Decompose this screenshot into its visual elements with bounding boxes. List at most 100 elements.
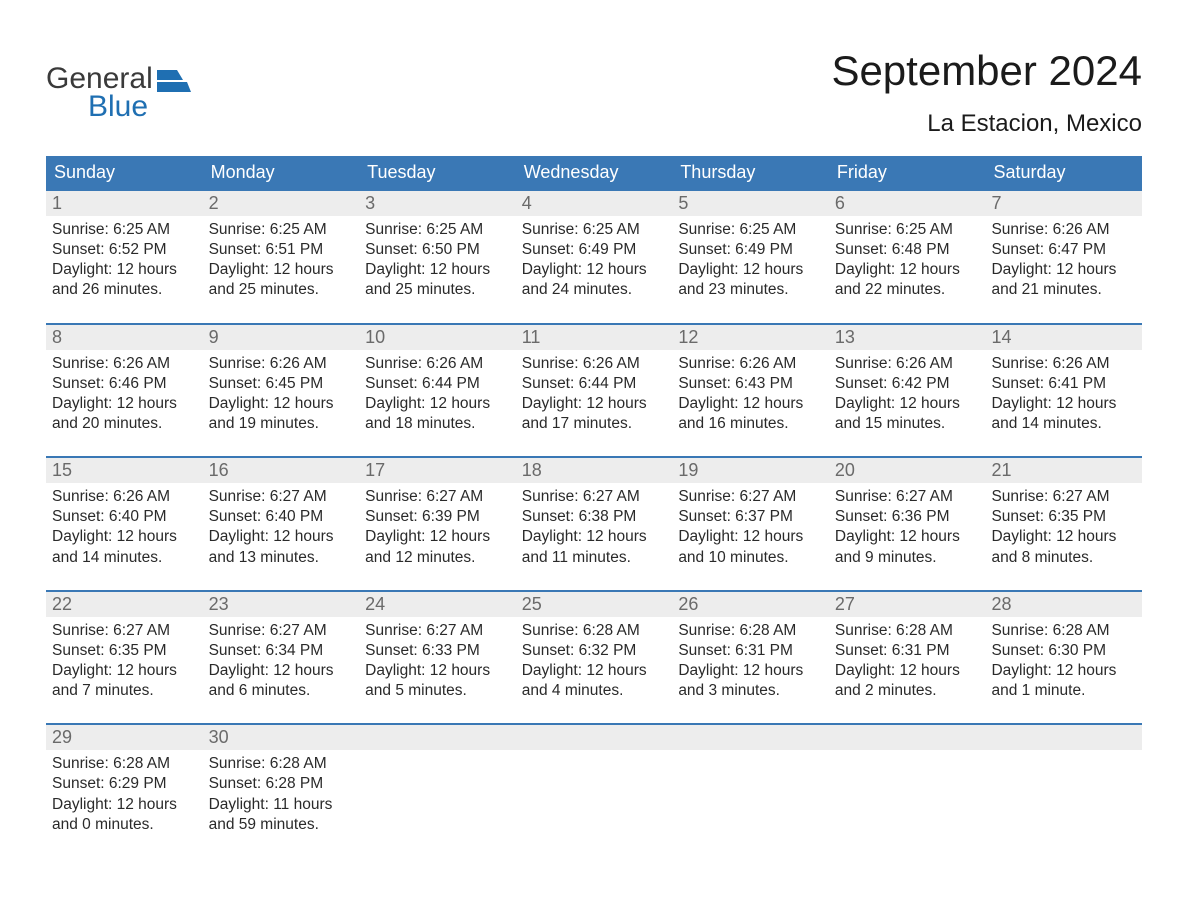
day-number: 14 (991, 327, 1011, 347)
day-sunset: Sunset: 6:50 PM (365, 240, 510, 260)
day-sunrise: Sunrise: 6:26 AM (209, 354, 354, 374)
calendar-week: 1Sunrise: 6:25 AMSunset: 6:52 PMDaylight… (46, 189, 1142, 309)
day-sunrise: Sunrise: 6:27 AM (365, 621, 510, 641)
day-sunset: Sunset: 6:37 PM (678, 507, 823, 527)
day-body: Sunrise: 6:28 AMSunset: 6:31 PMDaylight:… (829, 617, 986, 702)
day-sunset: Sunset: 6:31 PM (678, 641, 823, 661)
day-number: 15 (52, 460, 72, 480)
day-number-row (672, 725, 829, 750)
day-number-row: 4 (516, 191, 673, 216)
day-number-row: 23 (203, 592, 360, 617)
day-number: 25 (522, 594, 542, 614)
day-body: Sunrise: 6:28 AMSunset: 6:28 PMDaylight:… (203, 750, 360, 835)
day-number-row: 12 (672, 325, 829, 350)
calendar-day: 3Sunrise: 6:25 AMSunset: 6:50 PMDaylight… (359, 191, 516, 309)
day-number-row: 9 (203, 325, 360, 350)
day-d2: and 18 minutes. (365, 414, 510, 434)
day-number: 18 (522, 460, 542, 480)
day-sunset: Sunset: 6:48 PM (835, 240, 980, 260)
day-sunrise: Sunrise: 6:26 AM (52, 354, 197, 374)
day-d1: Daylight: 12 hours (52, 795, 197, 815)
location: La Estacion, Mexico (831, 110, 1142, 138)
calendar-day: 28Sunrise: 6:28 AMSunset: 6:30 PMDayligh… (985, 592, 1142, 710)
day-sunrise: Sunrise: 6:25 AM (209, 220, 354, 240)
day-sunrise: Sunrise: 6:26 AM (991, 220, 1136, 240)
day-d1: Daylight: 12 hours (678, 260, 823, 280)
day-sunrise: Sunrise: 6:26 AM (365, 354, 510, 374)
calendar-day: 13Sunrise: 6:26 AMSunset: 6:42 PMDayligh… (829, 325, 986, 443)
day-number: 7 (991, 193, 1001, 213)
day-d2: and 19 minutes. (209, 414, 354, 434)
day-number-row: 25 (516, 592, 673, 617)
day-body: Sunrise: 6:27 AMSunset: 6:38 PMDaylight:… (516, 483, 673, 568)
calendar-day (516, 725, 673, 843)
day-number: 4 (522, 193, 532, 213)
weekday-label: Sunday (46, 156, 203, 189)
day-body: Sunrise: 6:27 AMSunset: 6:39 PMDaylight:… (359, 483, 516, 568)
title-block: September 2024 La Estacion, Mexico (831, 50, 1142, 138)
weekday-label: Friday (829, 156, 986, 189)
day-number-row: 16 (203, 458, 360, 483)
day-number-row: 2 (203, 191, 360, 216)
calendar-day: 12Sunrise: 6:26 AMSunset: 6:43 PMDayligh… (672, 325, 829, 443)
calendar-day: 10Sunrise: 6:26 AMSunset: 6:44 PMDayligh… (359, 325, 516, 443)
day-number: 9 (209, 327, 219, 347)
calendar-day: 6Sunrise: 6:25 AMSunset: 6:48 PMDaylight… (829, 191, 986, 309)
day-sunrise: Sunrise: 6:27 AM (365, 487, 510, 507)
day-sunset: Sunset: 6:40 PM (52, 507, 197, 527)
calendar-day (985, 725, 1142, 843)
weekday-label: Monday (203, 156, 360, 189)
day-d2: and 13 minutes. (209, 548, 354, 568)
day-number: 12 (678, 327, 698, 347)
day-sunrise: Sunrise: 6:28 AM (991, 621, 1136, 641)
day-number-row: 19 (672, 458, 829, 483)
day-body: Sunrise: 6:25 AMSunset: 6:51 PMDaylight:… (203, 216, 360, 301)
day-sunset: Sunset: 6:28 PM (209, 774, 354, 794)
weekday-label: Saturday (985, 156, 1142, 189)
day-d1: Daylight: 12 hours (991, 527, 1136, 547)
day-sunrise: Sunrise: 6:26 AM (678, 354, 823, 374)
day-d1: Daylight: 11 hours (209, 795, 354, 815)
day-number-row: 27 (829, 592, 986, 617)
day-sunset: Sunset: 6:38 PM (522, 507, 667, 527)
calendar-day: 17Sunrise: 6:27 AMSunset: 6:39 PMDayligh… (359, 458, 516, 576)
day-number: 16 (209, 460, 229, 480)
day-d1: Daylight: 12 hours (991, 661, 1136, 681)
day-d1: Daylight: 12 hours (209, 260, 354, 280)
day-body: Sunrise: 6:26 AMSunset: 6:44 PMDaylight:… (359, 350, 516, 435)
day-d1: Daylight: 12 hours (52, 527, 197, 547)
day-sunset: Sunset: 6:44 PM (365, 374, 510, 394)
day-number-row (985, 725, 1142, 750)
day-number-row: 7 (985, 191, 1142, 216)
day-number-row: 26 (672, 592, 829, 617)
day-number-row: 30 (203, 725, 360, 750)
day-body: Sunrise: 6:26 AMSunset: 6:40 PMDaylight:… (46, 483, 203, 568)
day-d2: and 17 minutes. (522, 414, 667, 434)
day-body: Sunrise: 6:27 AMSunset: 6:36 PMDaylight:… (829, 483, 986, 568)
day-sunset: Sunset: 6:49 PM (522, 240, 667, 260)
day-number: 19 (678, 460, 698, 480)
calendar-day (672, 725, 829, 843)
calendar-day: 25Sunrise: 6:28 AMSunset: 6:32 PMDayligh… (516, 592, 673, 710)
day-d1: Daylight: 12 hours (835, 260, 980, 280)
day-sunrise: Sunrise: 6:25 AM (835, 220, 980, 240)
weekday-header: SundayMondayTuesdayWednesdayThursdayFrid… (46, 156, 1142, 189)
day-sunset: Sunset: 6:33 PM (365, 641, 510, 661)
day-number-row: 17 (359, 458, 516, 483)
day-number-row (516, 725, 673, 750)
day-d1: Daylight: 12 hours (991, 260, 1136, 280)
day-body: Sunrise: 6:27 AMSunset: 6:34 PMDaylight:… (203, 617, 360, 702)
calendar-day: 4Sunrise: 6:25 AMSunset: 6:49 PMDaylight… (516, 191, 673, 309)
day-sunrise: Sunrise: 6:27 AM (835, 487, 980, 507)
day-sunrise: Sunrise: 6:26 AM (835, 354, 980, 374)
day-sunrise: Sunrise: 6:28 AM (209, 754, 354, 774)
brand-logo: General Blue (46, 64, 191, 122)
day-sunset: Sunset: 6:35 PM (991, 507, 1136, 527)
day-d1: Daylight: 12 hours (678, 527, 823, 547)
day-body: Sunrise: 6:25 AMSunset: 6:48 PMDaylight:… (829, 216, 986, 301)
day-number: 2 (209, 193, 219, 213)
day-d2: and 0 minutes. (52, 815, 197, 835)
day-number: 27 (835, 594, 855, 614)
day-number: 23 (209, 594, 229, 614)
calendar-day: 1Sunrise: 6:25 AMSunset: 6:52 PMDaylight… (46, 191, 203, 309)
